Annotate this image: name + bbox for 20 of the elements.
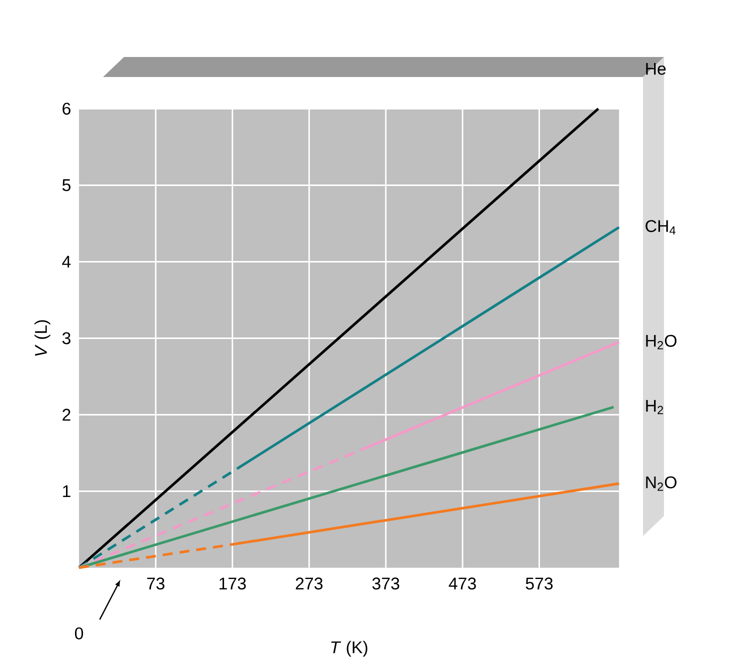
x-tick-label: 173	[220, 578, 246, 590]
y-tick-label: 2	[62, 408, 70, 421]
series-label: N$_{2}$O	[646, 476, 676, 491]
x-tick-label: 273	[296, 578, 323, 590]
y-tick-label: 5	[62, 179, 70, 192]
text: He	[646, 62, 666, 75]
series-label: H$_{2}$O	[646, 334, 676, 350]
x-tick-label: 73	[147, 578, 164, 590]
x-tick-label: 373	[372, 578, 400, 590]
x-tick-label: 573	[526, 578, 553, 590]
y-tick-label: 4	[62, 256, 71, 268]
y-axis-title: V (L)	[34, 320, 50, 356]
x-tick-label: 473	[448, 578, 476, 590]
text: 0	[74, 627, 84, 640]
x-axis-title: T (K)	[331, 640, 368, 657]
y-tick-label: 3	[62, 332, 70, 344]
series-label: CH$_{4}$	[646, 220, 676, 234]
y-tick-label: 1	[63, 485, 70, 498]
y-tick-label: 6	[62, 102, 70, 115]
series-label: H$_{2}$	[646, 400, 664, 414]
